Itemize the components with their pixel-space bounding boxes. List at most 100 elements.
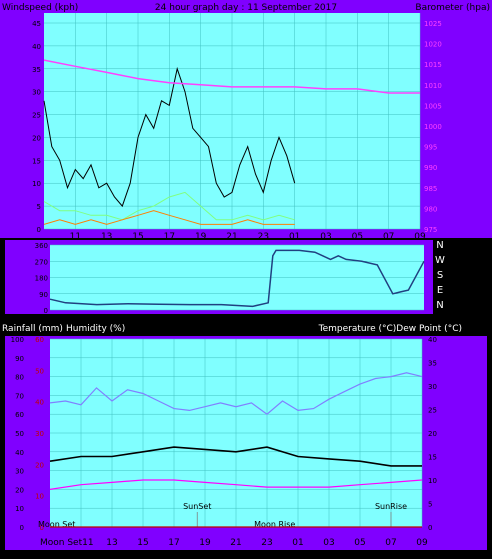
humidity-y-tick-label: 100	[11, 336, 24, 344]
baro-y-tick-label: 1025	[424, 20, 442, 28]
wind-y-tick-label: 0	[37, 226, 41, 234]
humidity-y-tick-label: 40	[15, 449, 24, 457]
rain-y-tick-label: 40	[35, 399, 44, 407]
temp-y-tick-label: 25	[428, 407, 437, 415]
wind-x-tick-label: 05	[352, 232, 363, 242]
temp-x-tick-label: 19	[199, 538, 211, 548]
rain-y-tick-label: 60	[35, 336, 44, 344]
baro-y-tick-label: 980	[424, 205, 437, 213]
humidity-y-tick-label: 10	[15, 505, 24, 513]
temp-y-tick-label: 40	[428, 336, 437, 344]
humidity-y-tick-label: 0	[20, 524, 24, 532]
baro-y-tick-label: 1020	[424, 41, 442, 49]
rain-y-tick-label: 10	[35, 493, 44, 501]
wind-y-tick-label: 30	[32, 89, 41, 97]
humidity-y-tick-label: 80	[15, 374, 24, 382]
wind-x-tick-label: 11	[70, 232, 81, 242]
temp-x-tick-label: 05	[354, 538, 365, 548]
temp-x-tick-label: 17	[168, 538, 179, 548]
dir-y-tick-label: 270	[35, 258, 48, 266]
temp-x-tick-label: 03	[323, 538, 334, 548]
dir-compass-label: E	[437, 285, 443, 296]
temp-series-humidity	[49, 372, 423, 415]
dir-compass-label: N	[436, 300, 443, 311]
wind-y-tick-label: 35	[32, 66, 41, 74]
wind-series-wind	[43, 191, 295, 221]
temp-y-tick-label: 0	[428, 524, 432, 532]
baro-y-tick-label: 1010	[424, 82, 442, 90]
baro-y-tick-label: 1000	[424, 123, 442, 131]
sunset-label: SunSet	[183, 502, 211, 511]
wind-y-tick-label: 40	[32, 43, 41, 51]
humidity-y-tick-label: 70	[15, 392, 24, 400]
wind-y-tick-label: 10	[32, 180, 41, 188]
wind-x-tick-label: 09	[414, 232, 426, 242]
rain-y-tick-label: 0	[40, 524, 44, 532]
wind-y-tick-label: 5	[37, 203, 41, 211]
temp-y-tick-label: 30	[428, 383, 437, 391]
humidity-y-tick-label: 30	[15, 468, 24, 476]
humidity-y-tick-label: 50	[15, 430, 24, 438]
dir-compass-label: W	[435, 255, 445, 266]
dir-y-tick-label: 0	[44, 307, 48, 315]
wind-x-tick-label: 21	[226, 232, 237, 242]
baro-y-tick-label: 1005	[424, 102, 442, 110]
wind-x-tick-label: 19	[195, 232, 207, 242]
temp-series-dew	[49, 479, 423, 490]
rain-axis-title: Rainfall (mm)	[2, 324, 63, 334]
humidity-y-tick-label: 60	[15, 411, 24, 419]
temp-x-tick-label: 23	[261, 538, 272, 548]
dir-compass-label: S	[437, 270, 443, 281]
temp-y-tick-label: 20	[428, 430, 437, 438]
rain-y-tick-label: 50	[35, 367, 44, 375]
wind-x-tick-label: 07	[383, 232, 394, 242]
wind-x-tick-label: 13	[101, 232, 112, 242]
moon-set-axis-label: Moon Set11	[40, 538, 94, 548]
wind-series-gust	[43, 66, 296, 208]
wind-y-tick-label: 20	[32, 134, 41, 142]
moon-set-label: Moon Set	[38, 520, 75, 529]
wind-x-tick-label: 15	[132, 232, 143, 242]
dir-y-tick-label: 360	[35, 242, 48, 250]
wind-axis-title: Windspeed (kph)	[2, 3, 78, 13]
temp-y-tick-label: 10	[428, 477, 437, 485]
dir-compass-label: N	[436, 240, 443, 251]
temp-axis-title: Temperature (°C)Dew Point (°C)	[318, 324, 462, 334]
wind-x-tick-label: 01	[289, 232, 300, 242]
temp-x-tick-label: 15	[137, 538, 148, 548]
dir-y-tick-label: 180	[35, 275, 48, 283]
temp-y-tick-label: 5	[428, 501, 432, 509]
wind-series-ave	[43, 210, 295, 225]
baro-y-tick-label: 1015	[424, 61, 442, 69]
sunrise-label: SunRise	[375, 502, 407, 511]
temp-y-tick-label: 35	[428, 360, 437, 368]
wind-baro-title: 24 hour graph day : 11 September 2017	[155, 3, 337, 13]
wind-x-tick-label: 03	[320, 232, 331, 242]
baro-y-tick-label: 975	[424, 226, 437, 234]
wind-x-tick-label: 23	[258, 232, 269, 242]
temp-x-tick-label: 01	[292, 538, 303, 548]
wind-y-tick-label: 25	[32, 112, 41, 120]
dir-series-line	[49, 249, 425, 308]
temp-x-tick-label: 09	[416, 538, 428, 548]
rain-y-tick-label: 20	[35, 461, 44, 469]
moonrise-label: Moon Rise	[254, 520, 295, 529]
temp-y-tick-label: 15	[428, 454, 437, 462]
wind-x-tick-label: 17	[164, 232, 175, 242]
dir-y-tick-label: 90	[39, 291, 48, 299]
baro-y-tick-label: 985	[424, 185, 437, 193]
baro-y-tick-label: 990	[424, 164, 437, 172]
baro-y-tick-label: 995	[424, 144, 437, 152]
wind-series-baro	[43, 59, 420, 94]
humidity-y-tick-label: 20	[15, 486, 24, 494]
temp-x-tick-label: 13	[106, 538, 117, 548]
humidity-axis-title: Humidity (%)	[66, 324, 125, 334]
humidity-y-tick-label: 90	[15, 355, 24, 363]
wind-y-tick-label: 15	[32, 157, 41, 165]
rain-y-tick-label: 30	[35, 430, 44, 438]
baro-axis-title: Barometer (hpa)	[415, 3, 490, 13]
temp-x-tick-label: 07	[385, 538, 396, 548]
temp-series-temp	[49, 446, 422, 467]
